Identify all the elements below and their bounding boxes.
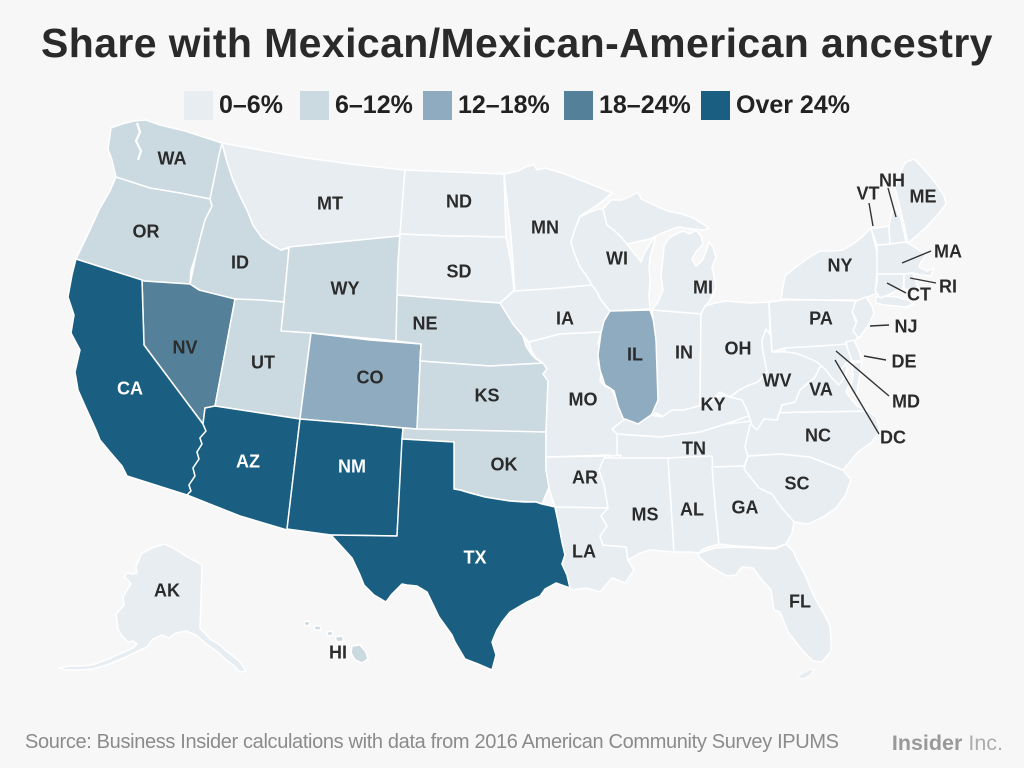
svg-text:MI: MI (693, 278, 713, 298)
svg-text:MD: MD (892, 392, 920, 412)
svg-text:TX: TX (463, 548, 486, 568)
svg-text:IN: IN (675, 343, 693, 363)
svg-text:ME: ME (910, 187, 937, 207)
svg-text:MS: MS (632, 505, 659, 525)
svg-text:LA: LA (572, 542, 596, 562)
svg-text:AR: AR (572, 468, 598, 488)
svg-text:NE: NE (412, 314, 437, 334)
svg-text:WV: WV (763, 371, 792, 391)
svg-text:SD: SD (446, 262, 471, 282)
svg-text:KS: KS (474, 386, 499, 406)
svg-text:ND: ND (446, 192, 472, 212)
svg-text:CA: CA (117, 379, 143, 399)
svg-text:OK: OK (491, 455, 518, 475)
svg-text:OH: OH (725, 339, 752, 359)
svg-text:AZ: AZ (236, 452, 260, 472)
svg-text:UT: UT (251, 353, 275, 373)
svg-text:IL: IL (627, 345, 643, 365)
svg-text:NY: NY (827, 256, 852, 276)
svg-text:WA: WA (158, 149, 187, 169)
svg-text:FL: FL (789, 592, 811, 612)
svg-text:NH: NH (879, 171, 905, 191)
svg-text:CT: CT (907, 285, 931, 305)
svg-text:GA: GA (732, 498, 759, 518)
svg-text:AL: AL (680, 500, 704, 520)
svg-text:NC: NC (805, 426, 831, 446)
svg-text:MT: MT (317, 194, 343, 214)
svg-text:WI: WI (606, 249, 628, 269)
svg-text:DE: DE (891, 352, 916, 372)
svg-text:MO: MO (569, 390, 598, 410)
svg-text:OR: OR (133, 222, 160, 242)
svg-text:VT: VT (856, 184, 879, 204)
svg-text:IA: IA (556, 309, 574, 329)
svg-text:NJ: NJ (894, 317, 917, 337)
svg-text:PA: PA (809, 309, 833, 329)
svg-text:KY: KY (700, 395, 725, 415)
svg-text:NM: NM (338, 457, 366, 477)
svg-text:NV: NV (172, 338, 197, 358)
svg-text:ID: ID (231, 253, 249, 273)
svg-text:RI: RI (939, 277, 957, 297)
svg-text:HI: HI (329, 643, 347, 663)
svg-text:CO: CO (357, 368, 384, 388)
svg-text:VA: VA (809, 380, 833, 400)
svg-text:TN: TN (682, 439, 706, 459)
svg-text:SC: SC (784, 474, 809, 494)
svg-text:MN: MN (531, 218, 559, 238)
svg-text:AK: AK (154, 581, 180, 601)
svg-text:DC: DC (880, 428, 906, 448)
svg-text:MA: MA (934, 242, 962, 262)
svg-text:WY: WY (331, 279, 360, 299)
